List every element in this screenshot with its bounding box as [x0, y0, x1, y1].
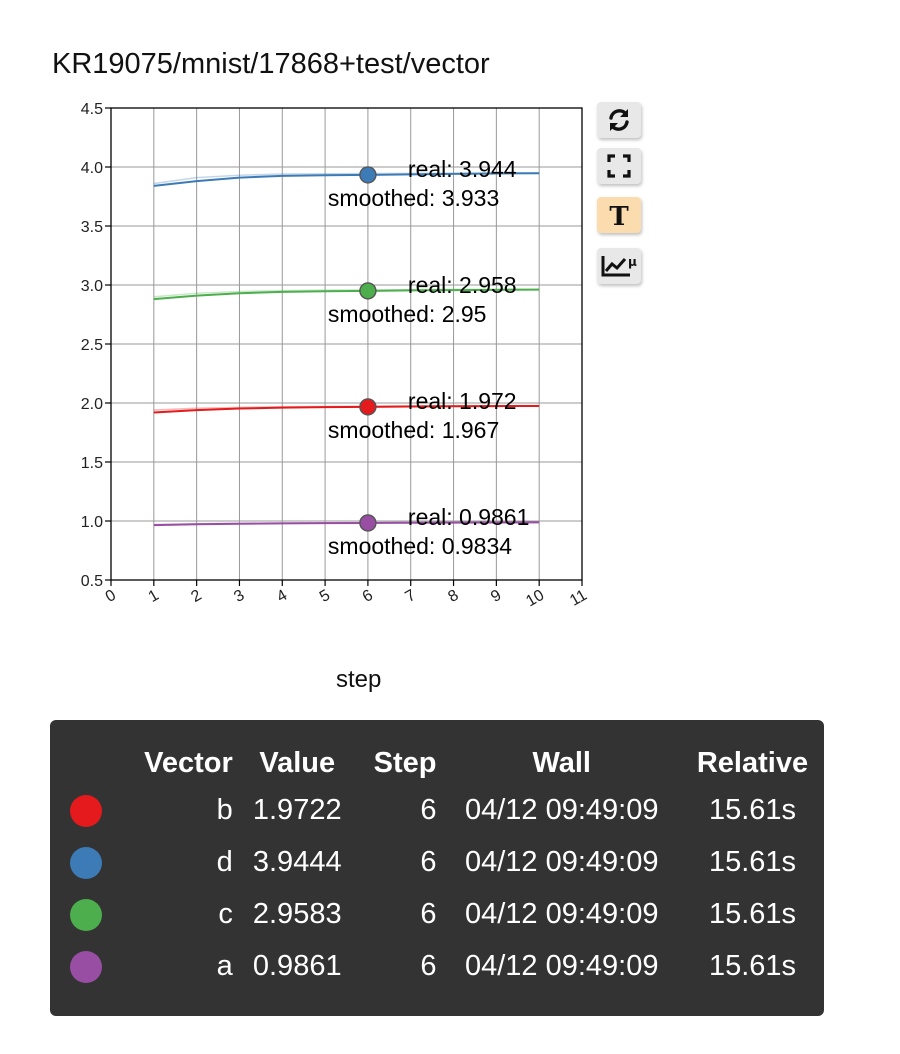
series-relative-time: 15.61s — [708, 793, 797, 826]
series-value: 3.9444 — [252, 845, 342, 878]
series-d-smoothed-line — [153, 172, 540, 187]
smoothed-value-label: smoothed: 3.933 — [328, 185, 499, 211]
series-step: 6 — [420, 897, 437, 930]
tooltip-row: d 3.9444 6 04/12 09:49:09 15.61s — [50, 836, 824, 888]
series-value: 1.9722 — [252, 793, 342, 826]
x-tick-label: 0 — [103, 587, 119, 606]
x-tick-label: 9 — [488, 587, 504, 606]
series-swatch — [50, 784, 122, 836]
tooltip-row: c 2.9583 6 04/12 09:49:09 15.61s — [50, 888, 824, 940]
chart-series — [153, 172, 540, 527]
x-tick-label: 5 — [317, 587, 333, 606]
y-tick-label: 3.5 — [81, 219, 103, 236]
real-value-label: real: 1.972 — [408, 388, 517, 414]
series-d — [153, 172, 540, 187]
color-swatch — [70, 950, 102, 983]
y-tick-label: 3.0 — [81, 278, 103, 295]
header-step: Step — [373, 746, 437, 779]
y-tick-label: 0.5 — [81, 573, 103, 590]
x-axis-label: step — [336, 666, 382, 693]
series-wall-time: 04/12 09:49:09 — [464, 897, 659, 930]
series-c — [153, 288, 540, 301]
real-value-label: real: 2.958 — [408, 272, 517, 298]
hover-labels: real: 3.944 smoothed: 3.933 real: 2.958 smo… — [328, 156, 529, 559]
x-tick-label: 2 — [188, 587, 204, 606]
x-tick-label: 4 — [274, 587, 290, 606]
log-scale-button[interactable]: μ — [597, 248, 641, 284]
x-tick-label: 11 — [567, 587, 590, 610]
color-swatch — [70, 898, 102, 931]
series-b — [153, 404, 540, 414]
x-tick-label: 6 — [360, 587, 376, 606]
log-scale-icon: μ — [601, 255, 637, 277]
y-tick-label: 1.0 — [81, 514, 103, 531]
svg-text:μ: μ — [628, 255, 637, 269]
x-tick-label: 8 — [445, 587, 461, 606]
series-relative-time: 15.61s — [708, 845, 797, 878]
tooltip-table: Vector Value Step Wall Relative b 1.9722 6… — [50, 742, 824, 992]
reload-icon — [609, 109, 629, 131]
x-tick-label: 10 — [523, 587, 547, 611]
series-relative-time: 15.61s — [708, 949, 797, 982]
x-tick-label: 1 — [146, 587, 162, 606]
series-name: b — [216, 793, 233, 826]
series-a — [153, 521, 540, 527]
header-value: Value — [259, 746, 336, 779]
series-wall-time: 04/12 09:49:09 — [464, 949, 659, 982]
series-c-smoothed-line — [153, 288, 540, 301]
hover-tooltip: Vector Value Step Wall Relative b 1.9722 6… — [50, 720, 824, 1016]
series-d-hover-point — [359, 166, 377, 184]
series-a-smoothed-line — [153, 521, 540, 527]
series-name: d — [216, 845, 233, 878]
y-tick-label: 4.0 — [81, 160, 103, 177]
fullscreen-button[interactable] — [597, 148, 641, 184]
y-tick-label: 1.5 — [81, 455, 103, 472]
header-wall: Wall — [532, 746, 591, 779]
smoothed-value-label: smoothed: 0.9834 — [328, 533, 512, 559]
header-vector: Vector — [144, 746, 233, 779]
text-toggle-button[interactable]: T — [597, 197, 641, 233]
text-icon: T — [609, 202, 629, 229]
tooltip-row: a 0.9861 6 04/12 09:49:09 15.61s — [50, 940, 824, 992]
series-value: 2.9583 — [252, 897, 342, 930]
series-a-hover-point — [359, 514, 377, 532]
svg-text:T: T — [609, 202, 629, 229]
series-b-hover-point — [359, 398, 377, 416]
series-swatch — [50, 940, 122, 992]
series-b-smoothed-line — [153, 404, 540, 414]
series-wall-time: 04/12 09:49:09 — [464, 845, 659, 878]
y-tick-label: 4.5 — [81, 101, 103, 118]
reload-button[interactable] — [597, 102, 641, 138]
series-swatch — [50, 836, 122, 888]
series-step: 6 — [420, 845, 437, 878]
color-swatch — [70, 846, 102, 879]
real-value-label: real: 0.9861 — [408, 504, 529, 530]
tooltip-header-row: Vector Value Step Wall Relative — [50, 742, 824, 784]
series-step: 6 — [420, 793, 437, 826]
series-value: 0.9861 — [252, 949, 342, 982]
tooltip-row: b 1.9722 6 04/12 09:49:09 15.61s — [50, 784, 824, 836]
fullscreen-icon — [607, 154, 631, 178]
x-tick-label: 3 — [231, 587, 247, 606]
chart-title: KR19075/mnist/17868+test/vector — [52, 48, 490, 80]
series-c-hover-point — [359, 282, 377, 300]
series-swatch — [50, 888, 122, 940]
series-name: c — [218, 897, 233, 930]
swatch-header — [50, 742, 122, 784]
color-swatch — [70, 794, 102, 827]
series-step: 6 — [420, 949, 437, 982]
series-name: a — [216, 949, 233, 982]
header-relative: Relative — [696, 746, 809, 779]
x-tick-label: 7 — [403, 587, 419, 606]
line-chart[interactable]: 0 1 2 3 4 5 6 7 8 9 10 11 0.5 1.0 1.5 2.0 2.5 3.0 3.5 4.0 4.… — [0, 0, 900, 660]
smoothed-value-label: smoothed: 1.967 — [328, 417, 499, 443]
y-tick-label: 2.5 — [81, 337, 103, 354]
series-relative-time: 15.61s — [708, 897, 797, 930]
chart-grid — [111, 108, 582, 580]
series-wall-time: 04/12 09:49:09 — [464, 793, 659, 826]
real-value-label: real: 3.944 — [408, 156, 517, 182]
y-tick-label: 2.0 — [81, 396, 103, 413]
smoothed-value-label: smoothed: 2.95 — [328, 301, 487, 327]
